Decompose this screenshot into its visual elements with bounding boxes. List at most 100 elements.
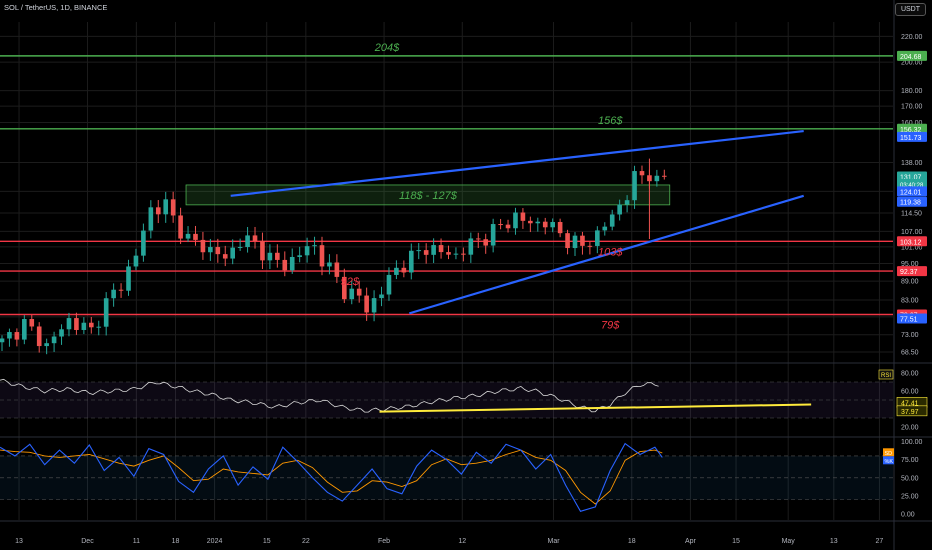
candle-body [602,226,608,231]
candle-body [275,252,280,260]
candle-body [453,253,459,255]
candle-body [148,207,154,231]
level-price-badge [897,50,927,61]
channel-line-lower [408,194,805,315]
candle-body [394,267,399,275]
candle-body [155,207,161,215]
candle-body [386,274,392,295]
candle-body [408,250,414,273]
time-tick-label: 2024 [207,538,223,545]
candle-body [304,246,310,256]
time-tick-label: May [782,538,796,545]
candle-body [609,214,615,227]
candle-body [528,220,533,224]
candle-body [289,256,295,271]
candle-body [133,255,139,267]
candle-body [96,326,102,328]
price-badge [897,178,927,189]
candle-body [103,298,109,327]
time-tick-label: 11 [133,538,140,545]
price-badge-text: 119.38 [900,200,921,207]
candle-body [327,262,332,267]
candle-body [334,262,340,277]
price-tick-label: 200.00 [901,60,923,67]
level-price-badge-text: 156.32 [900,127,922,134]
candle-body [200,239,206,253]
time-tick-label: 18 [172,538,180,545]
candle-body [51,336,57,344]
zone-box [185,184,671,206]
rsi-badge-text: 47.41 [901,400,919,407]
rsi-line [0,378,659,413]
candle-body [208,247,213,253]
currency-button[interactable]: USDT [894,3,926,16]
price-badge-text: 03:40:28 [900,183,924,189]
candle-body [595,230,600,246]
time-tick-label: 13 [830,538,838,545]
rsi-tick-label: 20.00 [901,425,919,432]
stoch-d-line [0,449,663,505]
candle-body [520,212,526,221]
price-badge [897,313,927,324]
candle-body [59,329,64,337]
candle-body [141,230,146,256]
candle-body [617,204,622,215]
time-tick-label: 15 [732,538,740,545]
candle-body [267,252,273,261]
candle-body [654,175,660,182]
price-tick-label: 83.00 [901,298,919,305]
candle-body [44,343,49,347]
price-tick-label: 170.00 [901,104,923,111]
candle-body [260,241,265,261]
price-badge-text: 124.01 [900,189,922,196]
candle-body [580,235,585,246]
candle-body [349,288,355,300]
price-tick-label: 160.00 [901,120,923,127]
candle-body [446,252,451,255]
rsi-badge-text: 37.97 [901,409,919,416]
time-tick-label: 12 [458,538,466,545]
candle-body [319,245,325,267]
candle-body [542,221,548,228]
level-price-badge [897,266,927,277]
candle-body [438,245,444,253]
candle-body [461,253,466,255]
candle-body [222,254,228,259]
time-tick-label: 15 [263,538,271,545]
price-tick-label: 138.00 [901,160,923,167]
price-tick-label: 68.50 [901,349,919,356]
candle-body [245,235,250,247]
symbol-title: SOL / TetherUS, 1D, BINANCE [4,3,108,12]
price-badge [897,186,927,197]
candle-body [111,289,116,299]
candle-body [163,199,169,215]
candle-body [624,200,630,205]
candle-body [178,215,183,239]
rsi-tick-label: 60.00 [901,389,919,396]
price-tick-label: 220.00 [901,34,923,41]
time-tick-label: Mar [548,538,561,545]
rsi-legend-label: RSI [881,373,891,379]
candle-body [475,238,481,240]
price-tick-label: 73.00 [901,332,919,339]
candle-body [22,319,27,340]
level-label: 79$ [601,320,620,332]
stoch-legend-text: %K [885,459,894,465]
candle-body [356,288,362,296]
candle-body [572,235,578,249]
candle-body [557,222,563,234]
time-tick-label: 22 [302,538,310,545]
candle-body [379,294,384,299]
candle-body [483,239,489,246]
stoch-tick-label: 100.00 [901,439,923,446]
candle-body [513,212,518,229]
time-tick-label: 13 [15,538,23,545]
price-tick-label: 95.00 [901,261,919,268]
rsi-badge [896,405,928,417]
candle-body [297,255,302,257]
candle-body [74,318,79,330]
rsi-trendline [379,403,812,413]
rsi-tick-label: 80.00 [901,371,919,378]
